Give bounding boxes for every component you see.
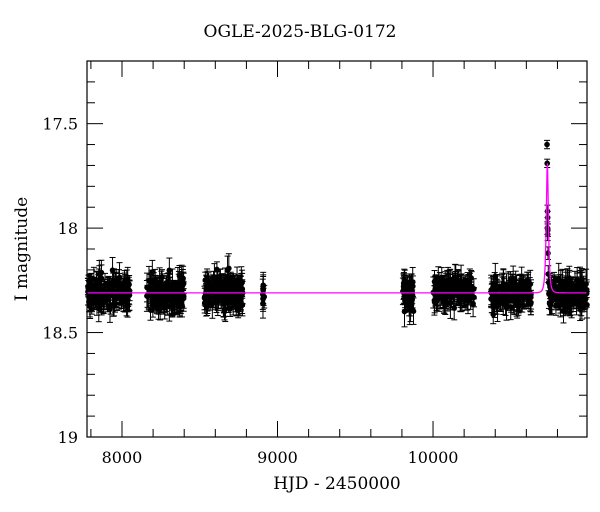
x-tick-label: 10000 bbox=[408, 448, 459, 467]
x-tick-label: 8000 bbox=[102, 448, 143, 467]
y-tick-label: 18 bbox=[58, 219, 78, 238]
x-axis-label: HJD - 2450000 bbox=[273, 474, 401, 494]
y-tick-label: 18.5 bbox=[42, 324, 78, 343]
chart-title: OGLE-2025-BLG-0172 bbox=[203, 22, 397, 42]
y-tick-label: 19 bbox=[58, 428, 78, 447]
plot-axes: 8000 9000 10000 17.5 18 18.5 19 bbox=[42, 60, 588, 467]
y-tick-label: 17.5 bbox=[42, 115, 78, 134]
x-tick-label: 9000 bbox=[257, 448, 298, 467]
data-points bbox=[84, 139, 590, 328]
model-curve bbox=[87, 163, 587, 294]
